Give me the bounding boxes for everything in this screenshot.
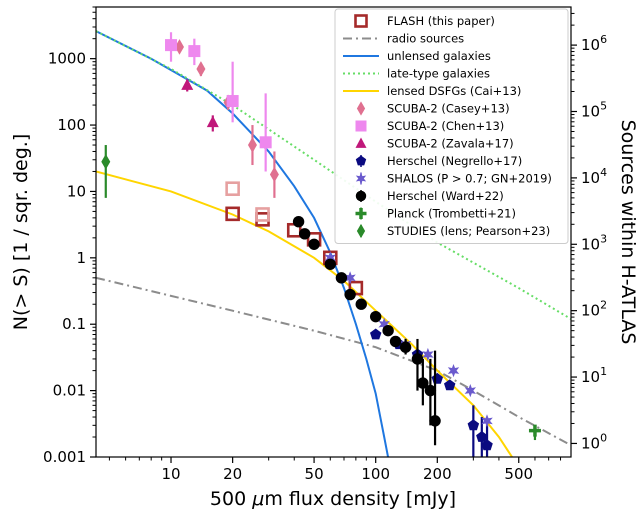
y-tick-label-1: 0.01 xyxy=(53,382,86,400)
legend-label-9: SHALOS (P > 0.7; GN+2019) xyxy=(387,172,552,186)
point-4-0 xyxy=(181,78,194,90)
point-5-7 xyxy=(481,439,493,451)
y2-axis: 100 101 102 103 104 105 106 xyxy=(571,12,607,452)
legend-label-12: STUDIES (lens; Pearson+23) xyxy=(387,224,550,238)
point-7-3 xyxy=(324,258,336,270)
point-5-0 xyxy=(370,328,382,340)
y-tick-label-6: 1000 xyxy=(48,50,86,68)
y2-tick-label-3: 103 xyxy=(581,232,607,253)
point-3-1 xyxy=(188,45,201,58)
y2-tick-label-6: 106 xyxy=(581,33,607,54)
point-0-5 xyxy=(348,280,364,296)
legend-handle-0 xyxy=(354,14,368,28)
x-tick-label-4: 200 xyxy=(423,465,452,483)
point-6-1 xyxy=(344,271,356,285)
legend-label-0: FLASH (this paper) xyxy=(387,14,495,28)
curve-1 xyxy=(96,30,390,457)
legend-label-11: Planck (Trombetti+21) xyxy=(387,207,516,221)
point-7-7 xyxy=(369,310,382,323)
point-6-2 xyxy=(378,317,390,331)
y-tick-label-4: 10 xyxy=(67,182,86,200)
legend-box xyxy=(334,8,569,244)
legend-label-8: Herschel (Negrello+17) xyxy=(387,154,522,168)
x-tick-label-2: 50 xyxy=(305,465,324,483)
legend-label-3: late-type galaxies xyxy=(387,67,490,81)
legend-label-7: SCUBA-2 (Zavala+17) xyxy=(387,137,514,151)
legend-handle-12 xyxy=(356,223,366,239)
point-2-4 xyxy=(269,166,279,183)
y-tick-label-5: 100 xyxy=(57,116,86,134)
legend-handle-7 xyxy=(355,137,367,148)
x-axis: 10 20 50 100 200 500 xyxy=(108,457,562,483)
point-5-5 xyxy=(467,419,480,431)
legend-handle-5 xyxy=(356,101,366,116)
legend-label-6: SCUBA-2 (Chen+13) xyxy=(387,119,504,133)
point-2-1 xyxy=(196,61,206,77)
y-tick-label-2: 0.1 xyxy=(62,315,86,333)
point-3-2 xyxy=(226,95,239,108)
legend-label-5: SCUBA-2 (Casey+13) xyxy=(387,102,510,116)
legend-handle-11 xyxy=(355,208,367,219)
point-7-11 xyxy=(411,353,424,365)
point-7-2 xyxy=(308,238,320,250)
legend-handle-6 xyxy=(355,120,367,132)
legend: FLASH (this paper) radio sources unlensed … xyxy=(334,8,569,244)
point-7-1 xyxy=(299,228,311,240)
point-1-1 xyxy=(255,207,270,222)
point-6-4 xyxy=(422,347,434,362)
point-4-1 xyxy=(206,115,219,128)
point-6-5 xyxy=(447,364,460,378)
point-8-0 xyxy=(528,424,541,437)
legend-label-2: unlensed galaxies xyxy=(387,49,491,63)
point-5-6 xyxy=(476,431,488,442)
plot-frame xyxy=(95,6,572,458)
point-2-0 xyxy=(174,39,184,55)
point-7-9 xyxy=(389,335,402,348)
x-tick-label-1: 20 xyxy=(223,465,242,483)
x-tick-label-3: 100 xyxy=(361,465,390,483)
y2-axis-label: Sources within H-ATLAS xyxy=(617,120,639,345)
y2-tick-label-1: 101 xyxy=(581,365,607,386)
y-tick-label-3: 1 xyxy=(76,249,86,267)
curve-0 xyxy=(96,276,571,447)
y2-tick-label-2: 102 xyxy=(581,299,607,320)
legend-handle-8 xyxy=(355,155,367,166)
point-7-4 xyxy=(335,272,348,284)
point-7-14 xyxy=(429,415,441,427)
y2-tick-label-4: 104 xyxy=(581,166,607,187)
y-tick-label-0: 0.001 xyxy=(43,448,86,466)
legend-label-4: lensed DSFGs (Cai+13) xyxy=(387,84,521,98)
legend-label-10: Herschel (Ward+22) xyxy=(387,189,504,203)
x-tick-label-0: 10 xyxy=(161,465,180,483)
curve-3 xyxy=(96,170,514,457)
point-6-6 xyxy=(464,384,476,398)
x-tick-label-5: 500 xyxy=(504,465,533,483)
point-7-13 xyxy=(424,384,437,397)
point-0-0 xyxy=(225,206,240,222)
legend-label-1: radio sources xyxy=(387,32,464,46)
point-7-10 xyxy=(399,341,412,353)
point-7-8 xyxy=(382,324,394,337)
y2-tick-label-5: 105 xyxy=(581,99,607,120)
y-axis-label: N(> S) [1 / sqr. deg.] xyxy=(10,134,32,330)
y2-tick-label-0: 100 xyxy=(581,431,607,452)
point-2-3 xyxy=(247,137,257,153)
point-6-0 xyxy=(324,251,336,265)
point-9-0 xyxy=(101,153,111,170)
point-5-4 xyxy=(444,379,456,391)
point-7-12 xyxy=(417,377,429,389)
point-7-6 xyxy=(355,298,367,310)
point-7-5 xyxy=(344,288,356,301)
data-points xyxy=(101,32,541,457)
legend-handle-9 xyxy=(355,172,367,185)
x-axis-label: 500 μm flux density [mJy] xyxy=(210,488,456,510)
point-3-0 xyxy=(165,39,178,52)
y-axis: 0.001 0.01 0.1 1 10 100 1000 xyxy=(43,6,96,466)
point-7-0 xyxy=(292,216,305,228)
legend-handle-10 xyxy=(355,190,367,202)
point-3-3 xyxy=(259,136,272,149)
point-1-0 xyxy=(225,181,240,196)
point-6-7 xyxy=(481,414,493,428)
